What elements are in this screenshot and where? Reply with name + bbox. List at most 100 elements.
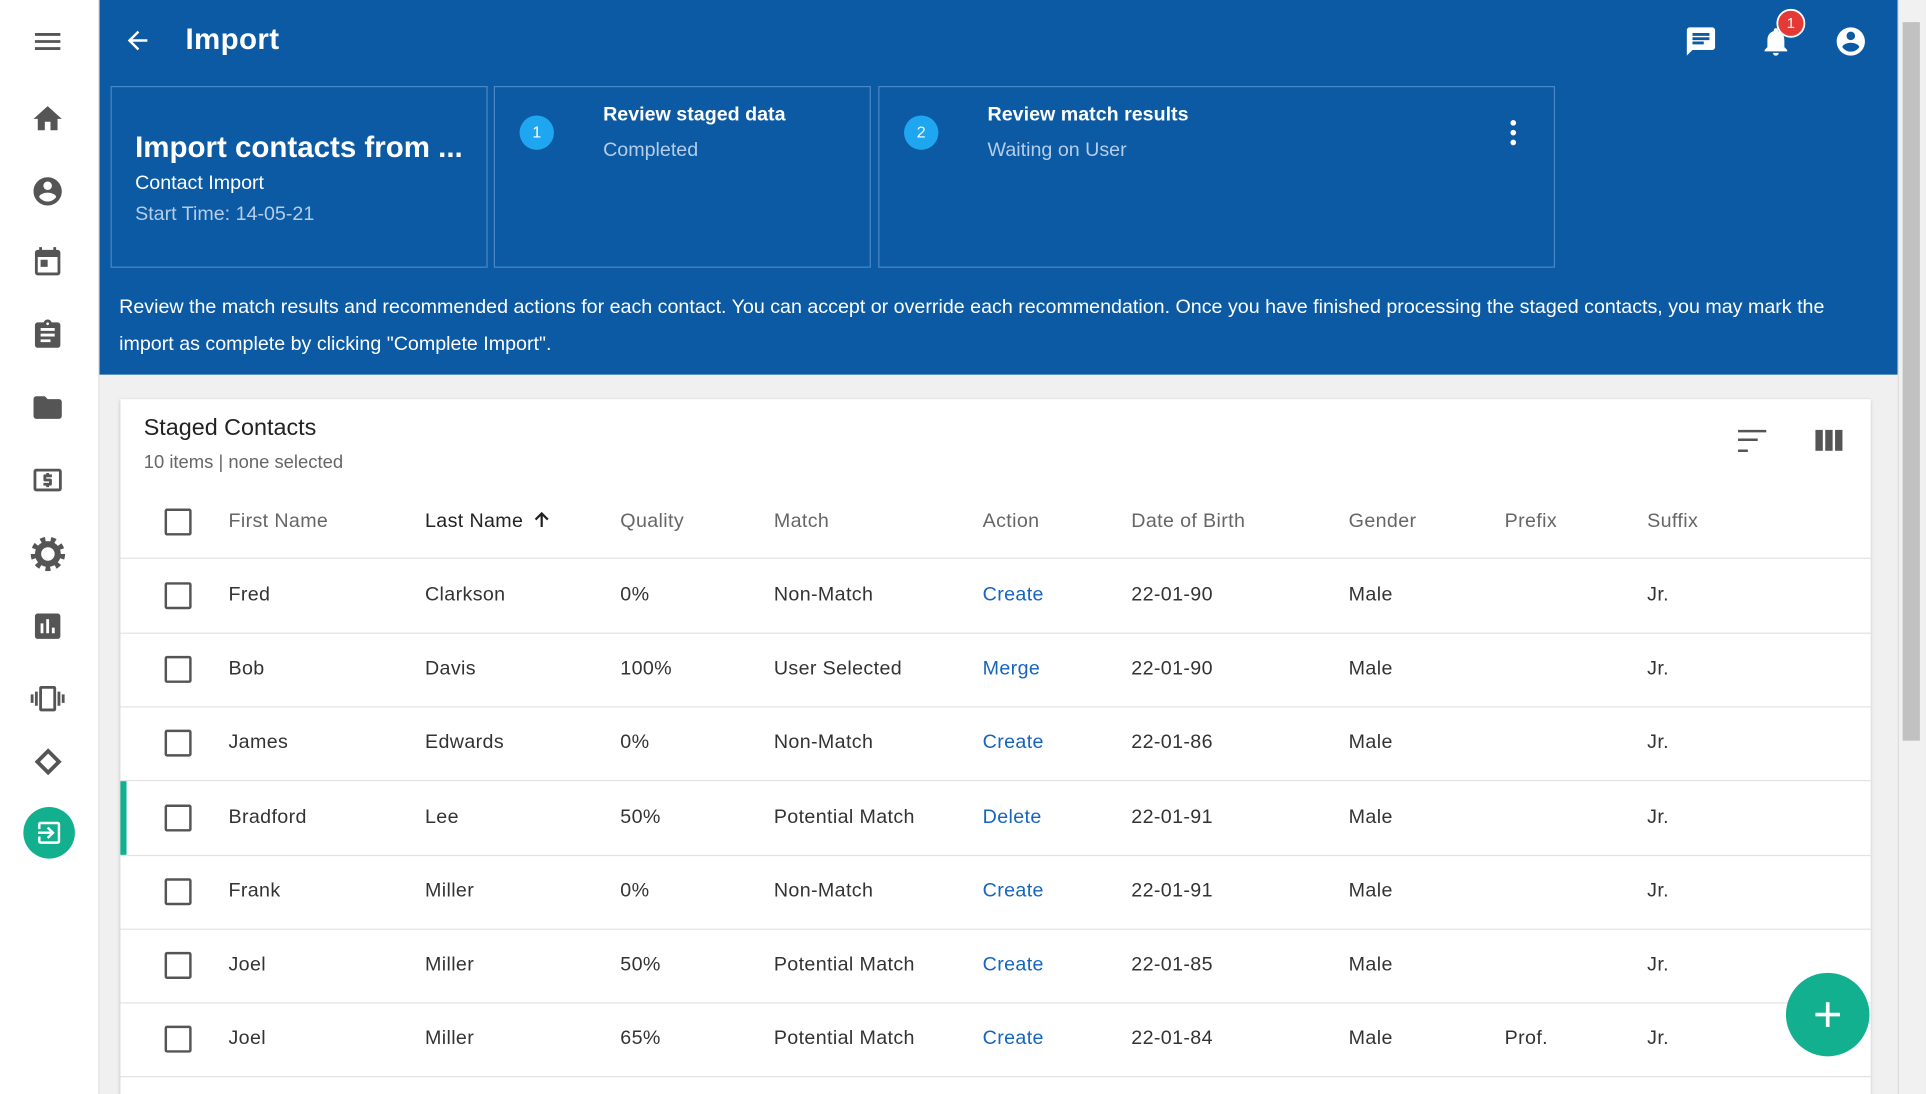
table-cell: Male — [1348, 658, 1393, 680]
row-divider — [120, 632, 1871, 634]
back-button[interactable] — [127, 30, 148, 51]
table-cell: 100% — [620, 658, 673, 680]
nav-icons — [23, 33, 75, 859]
row-checkbox[interactable] — [164, 730, 192, 758]
action-link[interactable]: Create — [982, 880, 1044, 902]
columns-button[interactable] — [1815, 429, 1843, 451]
action-link[interactable]: Create — [982, 584, 1044, 606]
table-cell: Jr. — [1647, 584, 1670, 606]
column-header[interactable]: Prefix — [1504, 510, 1558, 532]
chat-icon[interactable] — [1686, 27, 1716, 56]
column-header[interactable]: Suffix — [1647, 510, 1699, 532]
action-link[interactable]: Delete — [982, 806, 1042, 828]
table-cell: Davis — [424, 658, 476, 680]
handshake-icon[interactable] — [34, 748, 62, 776]
column-header[interactable]: Last Name — [425, 511, 550, 533]
table-cell: 65% — [620, 1028, 661, 1050]
summary-start-time: Start Time: 14-05-21 — [135, 203, 315, 225]
table-title: Staged Contacts — [143, 415, 317, 441]
contacts-icon[interactable] — [33, 177, 62, 206]
row-checkbox[interactable] — [164, 1025, 192, 1053]
table-cell: Jr. — [1647, 806, 1670, 828]
calendar-icon[interactable] — [34, 247, 61, 276]
table-cell: Non-Match — [773, 732, 874, 754]
table-cell: Male — [1348, 1028, 1393, 1050]
billing-icon[interactable] — [33, 468, 62, 492]
select-all-checkbox[interactable] — [164, 508, 192, 536]
table-cell: Miller — [424, 880, 475, 902]
notifications-icon[interactable] — [1764, 28, 1788, 56]
sort-button[interactable] — [1738, 429, 1767, 453]
table-cell: Male — [1348, 732, 1393, 754]
row-divider — [120, 1002, 1871, 1004]
action-link[interactable]: Create — [982, 954, 1044, 976]
home-icon[interactable] — [33, 106, 62, 131]
action-link[interactable]: Merge — [982, 658, 1041, 680]
table-cell: 22-01-84 — [1131, 1028, 1213, 1050]
notification-badge — [1776, 8, 1806, 38]
table-cell: 22-01-86 — [1131, 732, 1213, 754]
row-checkbox[interactable] — [164, 951, 192, 979]
row-divider — [120, 557, 1871, 559]
scrollbar-thumb[interactable] — [1902, 22, 1920, 741]
step-card: 1 Review staged data Completed — [493, 85, 871, 268]
table-cell: Edwards — [424, 732, 505, 754]
staged-contacts-card: Staged Contacts 10 items | none selected… — [120, 399, 1871, 1094]
table-cell: Male — [1348, 954, 1393, 976]
table-cell: Miller — [424, 954, 475, 976]
row-checkbox[interactable] — [164, 582, 192, 610]
column-header[interactable]: Match — [773, 510, 830, 532]
table-cell: 22-01-91 — [1131, 806, 1213, 828]
row-checkbox[interactable] — [164, 656, 192, 684]
summary-card: Import contacts from ... Contact Import … — [110, 85, 488, 268]
table-cell: Fred — [228, 584, 271, 606]
table-cell: Jr. — [1647, 1028, 1670, 1050]
folder-icon[interactable] — [33, 396, 62, 419]
page-title: Import — [185, 23, 280, 57]
table-cell: Non-Match — [773, 880, 874, 902]
table-cell: 22-01-90 — [1131, 584, 1213, 606]
vibration-icon[interactable] — [30, 685, 65, 712]
row-divider — [120, 1076, 1871, 1078]
clipboard-icon[interactable] — [34, 319, 61, 348]
step-number: 1 — [519, 115, 554, 150]
account-icon[interactable] — [1836, 27, 1865, 56]
step-title: Review match results — [987, 104, 1189, 126]
row-highlight — [120, 780, 127, 855]
row-checkbox[interactable] — [164, 804, 192, 832]
settings-icon[interactable] — [30, 536, 66, 572]
summary-title: Import contacts from ... — [135, 131, 463, 165]
menu-icon[interactable] — [34, 33, 61, 50]
instructions: Review the match results and recommended… — [119, 297, 1825, 355]
table-tools — [1738, 429, 1843, 453]
action-link[interactable]: Create — [982, 1028, 1044, 1050]
row-divider — [120, 706, 1871, 708]
table-cell: James — [228, 732, 289, 754]
table-cell: Bradford — [228, 806, 307, 828]
table-cell: Male — [1348, 880, 1393, 902]
column-header[interactable]: Quality — [620, 510, 685, 532]
row-checkbox[interactable] — [164, 877, 192, 906]
column-header[interactable]: Gender — [1348, 510, 1417, 532]
more-menu[interactable] — [1503, 119, 1523, 148]
row-divider — [120, 854, 1871, 856]
table-cell: Clarkson — [424, 584, 506, 606]
table-cell: Joel — [228, 954, 267, 976]
summary-subtitle: Contact Import — [135, 173, 265, 195]
import-icon — [38, 821, 61, 844]
notification-count: 1 — [1787, 16, 1795, 32]
action-link[interactable]: Create — [982, 732, 1044, 754]
column-header[interactable]: Date of Birth — [1131, 510, 1246, 532]
sort-arrow — [534, 511, 549, 527]
add-button[interactable] — [1785, 972, 1870, 1057]
table-cell: Jr. — [1647, 880, 1670, 902]
column-header[interactable]: First Name — [228, 510, 329, 532]
table-count: 10 items | none selected — [143, 452, 344, 473]
table-grid: First Name Last Name Quality Match Action Dat… — [120, 483, 1871, 1094]
table-cell: Potential Match — [773, 806, 915, 828]
column-header[interactable]: Action — [982, 510, 1040, 532]
table-cell: User Selected — [773, 658, 903, 680]
table-cell: Prof. — [1504, 1028, 1549, 1050]
reports-icon[interactable] — [34, 613, 61, 639]
